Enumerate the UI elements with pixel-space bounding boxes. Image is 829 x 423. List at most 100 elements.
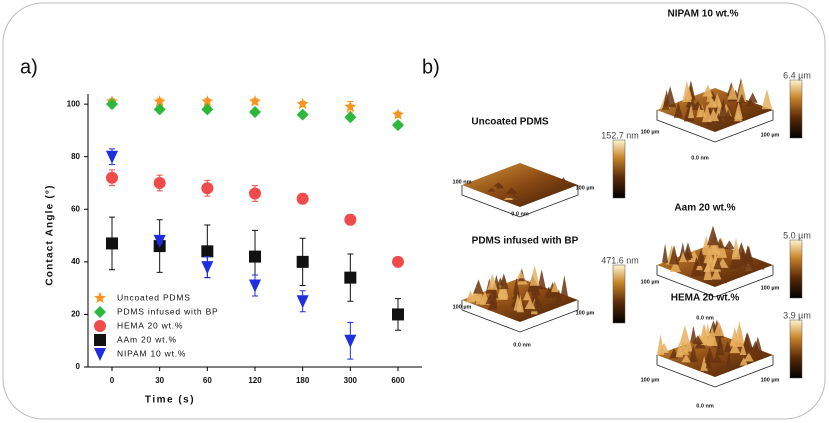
marker: [106, 150, 118, 164]
afm-peak: [727, 84, 738, 100]
legend-label: Uncoated PDMS: [117, 292, 191, 302]
color-bar-max: 152.7 nm: [601, 130, 639, 140]
afm-peak: [529, 265, 540, 286]
afm-zero-label: 0.0 nm: [696, 315, 714, 321]
afm-peak: [724, 355, 733, 371]
afm-peak: [551, 280, 559, 293]
color-bar: [789, 319, 803, 379]
afm-peak: [690, 325, 697, 343]
color-bar-max: 6.4 µm: [783, 70, 811, 80]
afm-peak: [487, 296, 498, 311]
panel-label: a): [20, 56, 38, 78]
marker: [296, 295, 309, 309]
afm-peak: [755, 259, 765, 270]
afm-peak: [505, 192, 518, 198]
afm-title: PDMS infused with BP: [472, 236, 579, 247]
afm-title: HEMA 20 wt.%: [671, 293, 740, 304]
afm-peak: [738, 93, 746, 103]
afm-peak: [560, 177, 567, 182]
y-tick-label: 40: [71, 257, 80, 266]
marker: [106, 171, 118, 184]
afm-zero-label: 0.0 nm: [696, 403, 714, 409]
afm-peak: [513, 293, 523, 311]
afm-axis-label: 100 nm: [453, 179, 472, 185]
afm-peak: [724, 240, 735, 250]
afm-axis: [656, 110, 774, 143]
afm-peak: [706, 97, 718, 108]
afm-peak: [707, 108, 720, 122]
afm-peak: [487, 273, 498, 290]
afm-peak: [560, 275, 569, 297]
afm-title: Aam 20 wt.%: [674, 203, 735, 214]
color-bar: [789, 239, 803, 299]
afm-image: HEMA 20 wt.% 3.9 µm 100 µm 100 µm 0.0 nm: [641, 293, 811, 410]
afm-peak: [505, 187, 518, 194]
afm-peak: [679, 325, 691, 346]
afm-axis: [461, 300, 579, 333]
afm-peak: [688, 345, 698, 363]
afm-axis: [656, 265, 774, 298]
afm-peak: [706, 326, 718, 347]
afm-peak: [517, 270, 525, 279]
marker: [344, 100, 357, 112]
afm-peak: [743, 352, 754, 362]
afm-peak: [737, 248, 748, 267]
afm-peak: [739, 357, 749, 366]
afm-peak: [747, 92, 758, 103]
marker: [344, 213, 357, 226]
afm-axis-label: 100 µm: [641, 377, 660, 383]
afm-peak: [724, 340, 732, 353]
afm-peak: [706, 88, 713, 102]
x-tick-label: 30: [155, 376, 164, 385]
legend-marker: [94, 334, 106, 346]
afm-peak: [683, 242, 693, 259]
marker: [344, 111, 357, 124]
marker: [201, 261, 214, 275]
afm-peak: [537, 269, 547, 290]
x-axis-title: Time (s): [145, 395, 195, 406]
afm-axis: [461, 185, 579, 218]
afm-image: PDMS infused with BP 471.6 nm 100 µm 100 µm…: [453, 236, 639, 349]
afm-peak: [739, 343, 747, 356]
marker: [201, 95, 214, 107]
marker: [249, 106, 261, 119]
afm-peak: [675, 342, 684, 358]
marker: [249, 279, 261, 293]
afm-peak: [711, 354, 723, 363]
legend-marker: [94, 320, 106, 332]
afm-peak: [679, 252, 687, 263]
afm-peak: [681, 354, 691, 363]
afm-peak: [524, 298, 536, 309]
legend-marker: [94, 306, 106, 318]
afm-peak: [522, 290, 532, 301]
afm-zero-label: 0.0 nm: [511, 211, 529, 217]
afm-peak: [724, 109, 733, 120]
afm-peak: [761, 89, 773, 110]
marker: [201, 103, 214, 116]
afm-zero-label: 0.0 nm: [691, 155, 709, 161]
marker: [249, 250, 261, 263]
marker: [153, 95, 166, 107]
afm-peak: [512, 277, 520, 295]
afm-peak: [688, 104, 695, 119]
y-tick-label: 0: [76, 362, 81, 371]
afm-peak: [731, 238, 741, 258]
afm-peak: [661, 99, 670, 110]
color-bar-max: 3.9 µm: [783, 310, 811, 320]
afm-peak: [669, 244, 680, 265]
afm-peak: [685, 86, 693, 100]
afm-peak: [713, 257, 722, 270]
y-tick-label: 100: [67, 99, 81, 108]
afm-peak: [695, 248, 707, 267]
marker: [296, 255, 309, 268]
color-bar: [612, 264, 626, 324]
afm-peak: [703, 259, 713, 280]
afm-peak: [662, 243, 669, 263]
y-tick-label: 20: [71, 310, 80, 319]
afm-peak: [734, 321, 745, 343]
marker: [153, 103, 166, 116]
afm-peak: [465, 289, 475, 303]
afm-peak: [734, 101, 743, 119]
